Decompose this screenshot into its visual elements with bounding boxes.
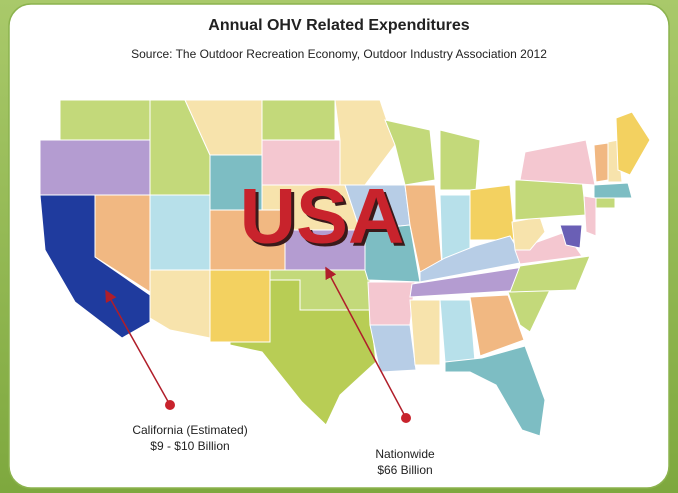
- annotation-label: Nationwide: [375, 447, 435, 461]
- annotation-value: $9 - $10 Billion: [150, 439, 229, 453]
- source: Source: The Outdoor Recreation Economy, …: [131, 47, 547, 61]
- nationwide-dot: [401, 413, 411, 423]
- map-label: USA: [240, 172, 405, 260]
- california-arrow: [105, 289, 171, 406]
- nationwide-arrow: [325, 266, 407, 419]
- annotation-value: $66 Billion: [377, 463, 432, 477]
- annotation-label: California (Estimated): [132, 423, 247, 437]
- title: Annual OHV Related Expenditures: [208, 17, 469, 34]
- california-dot: [165, 400, 175, 410]
- us-map: [39, 99, 651, 437]
- map-label-shadow: USA: [243, 175, 408, 263]
